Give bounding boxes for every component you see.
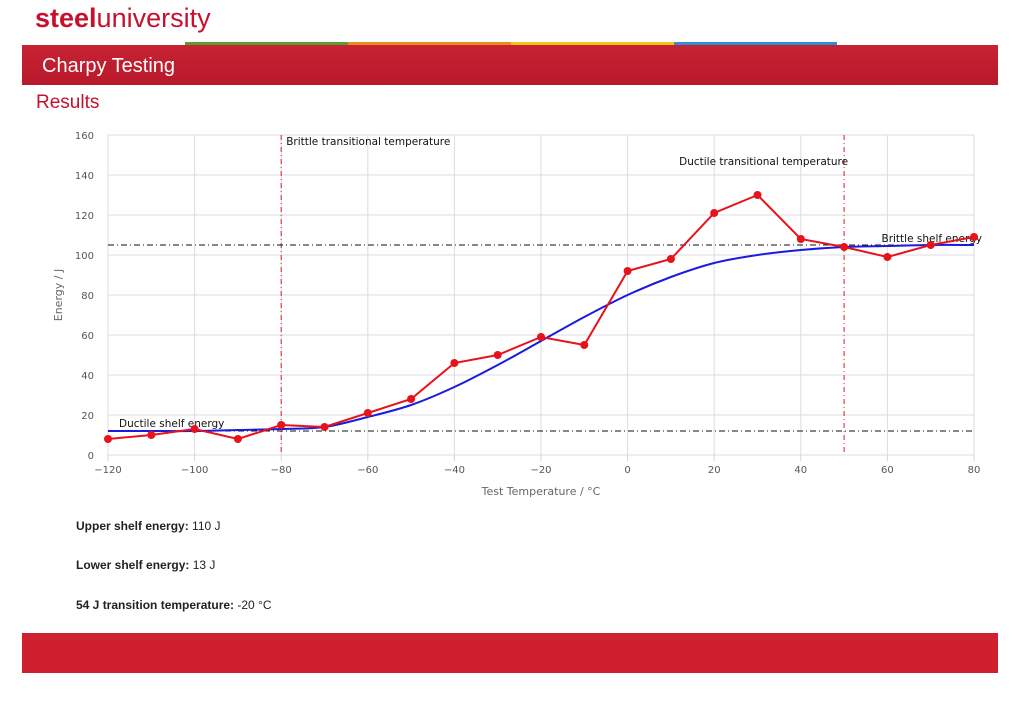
x-tick-label: 20 [708, 465, 721, 476]
y-tick-label: 140 [75, 171, 94, 182]
logo-steel-text: steel [35, 3, 97, 33]
x-tick-label: 0 [624, 465, 630, 476]
measured-point [926, 241, 935, 249]
measured-point [277, 421, 286, 429]
y-tick-label: 120 [75, 211, 94, 222]
measured-point [840, 243, 849, 251]
chart-series [104, 191, 978, 443]
measured-point [147, 431, 156, 439]
y-tick-label: 160 [75, 131, 94, 142]
hline-annotation-label: Brittle shelf energy [881, 233, 982, 245]
measured-point [580, 341, 589, 349]
stat-transition-temp-label: 54 J transition temperature: [76, 598, 235, 612]
results-heading: Results [36, 92, 100, 113]
measured-point [493, 351, 502, 359]
x-tick-labels: −120 −100 −80 −60 −40 −20 0 20 40 60 80 [94, 465, 980, 476]
stat-lower-shelf-value: 13 J [192, 558, 216, 572]
measured-point [883, 253, 892, 261]
stat-upper-shelf: Upper shelf energy: 110 J [76, 519, 221, 533]
x-tick-label: 60 [881, 465, 894, 476]
stat-upper-shelf-label: Upper shelf energy: [76, 519, 189, 533]
measured-point [970, 233, 978, 241]
measured-point [623, 267, 632, 275]
y-tick-labels: 0 20 40 60 80 100 120 140 160 [75, 131, 94, 462]
vline-annotation-label: Ductile transitional temperature [679, 156, 848, 168]
stat-transition-temp: 54 J transition temperature: -20 °C [76, 598, 272, 612]
y-tick-label: 20 [81, 411, 94, 422]
measured-point [450, 359, 459, 367]
steeluniversity-logo[interactable]: steeluniversity [35, 3, 211, 34]
vline-annotation-label: Brittle transitional temperature [286, 136, 450, 148]
measured-point [190, 425, 199, 433]
measured-point [537, 333, 545, 341]
header-bar: Charpy Testing [22, 45, 998, 85]
x-tick-label: −60 [357, 465, 378, 476]
x-tick-label: −80 [271, 465, 292, 476]
measured-point [320, 423, 329, 431]
x-tick-label: −120 [94, 465, 121, 476]
x-tick-label: −100 [181, 465, 208, 476]
chart-grid [107, 134, 975, 461]
y-tick-label: 80 [81, 291, 94, 302]
x-tick-label: −40 [444, 465, 465, 476]
measured-point [363, 409, 372, 417]
footer-bar [22, 633, 998, 673]
x-tick-label: −20 [530, 465, 551, 476]
stripe-green [185, 42, 348, 45]
hline-annotation-label: Ductile shelf energy [119, 418, 224, 430]
logo-university-text: university [96, 3, 211, 33]
page-title: Charpy Testing [42, 55, 176, 77]
x-tick-label: 80 [968, 465, 981, 476]
y-tick-label: 60 [81, 331, 94, 342]
measured-point [233, 435, 242, 443]
stripe-orange [348, 42, 511, 45]
measured-point [710, 209, 719, 217]
stripe-blue [674, 42, 837, 45]
stat-upper-shelf-value: 110 J [192, 519, 221, 533]
x-tick-label: 40 [794, 465, 807, 476]
measured-point [753, 191, 762, 199]
chart-annotations: Brittle transitional temperature Ductile … [108, 135, 982, 455]
stat-lower-shelf-label: Lower shelf energy: [76, 558, 190, 572]
measured-point [104, 435, 112, 443]
y-tick-label: 0 [88, 451, 94, 462]
stripe-yellow [511, 42, 674, 45]
measured-point [407, 395, 416, 403]
y-tick-label: 40 [81, 371, 94, 382]
y-tick-label: 100 [75, 251, 94, 262]
measured-point [796, 235, 805, 243]
stat-transition-temp-value: -20 °C [237, 598, 272, 612]
color-stripe [22, 42, 998, 45]
x-axis-label: Test Temperature / °C [481, 485, 601, 498]
y-axis-label: Energy / J [52, 269, 65, 321]
stat-lower-shelf: Lower shelf energy: 13 J [76, 558, 215, 572]
measured-point [666, 255, 675, 263]
